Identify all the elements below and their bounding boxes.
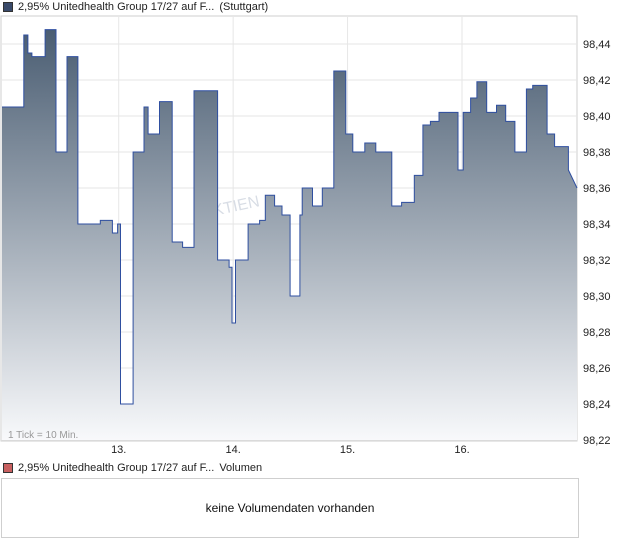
x-tick-label: 14. (226, 444, 241, 456)
y-tick-label: 98,22 (583, 435, 611, 447)
y-tick-label: 98,44 (583, 39, 611, 51)
x-axis: 13. 14. 15. 16. (111, 444, 470, 456)
y-tick-label: 98,38 (583, 147, 611, 159)
y-tick-label: 98,34 (583, 219, 611, 231)
y-tick-label: 98,26 (583, 363, 611, 375)
price-line (2, 29, 578, 405)
volume-swatch (3, 463, 13, 473)
exchange-label: (Stuttgart) (219, 1, 269, 13)
series-label: 2,95% Unitedhealth Group 17/27 auf F... (18, 1, 215, 13)
x-tick-label: 13. (111, 444, 126, 456)
price-chart: AKTIEN 98,4498,4298,4098,3898,3698,3498,… (0, 15, 611, 456)
y-tick-label: 98,40 (583, 111, 611, 123)
y-tick-label: 98,32 (583, 255, 611, 267)
x-tick-label: 15. (340, 444, 355, 456)
y-axis: 98,44 98,42 98,40 98,38 98,36 98,34 98,32 98,30… (583, 39, 611, 447)
volume-series-label: 2,95% Unitedhealth Group 17/27 auf F... (18, 462, 215, 474)
y-tick-label: 98,42 (583, 75, 611, 87)
series-swatch (3, 2, 13, 12)
volume-panel: keine Volumendaten vorhanden (1, 478, 579, 538)
tick-note: 1 Tick = 10 Min. (8, 430, 78, 441)
y-tick-label: 98,24 (583, 399, 611, 411)
price-area (2, 29, 577, 440)
x-tick-label: 16. (454, 444, 469, 456)
y-tick-label: 98,30 (583, 291, 611, 303)
volume-kind-label: Volumen (219, 462, 263, 474)
no-volume-message: keine Volumendaten vorhanden (205, 501, 375, 515)
y-tick-label: 98,28 (583, 327, 611, 339)
volume-legend: 2,95% Unitedhealth Group 17/27 auf F... … (3, 461, 262, 475)
chart-legend: 2,95% Unitedhealth Group 17/27 auf F... … (3, 0, 268, 14)
y-tick-label: 98,36 (583, 183, 611, 195)
